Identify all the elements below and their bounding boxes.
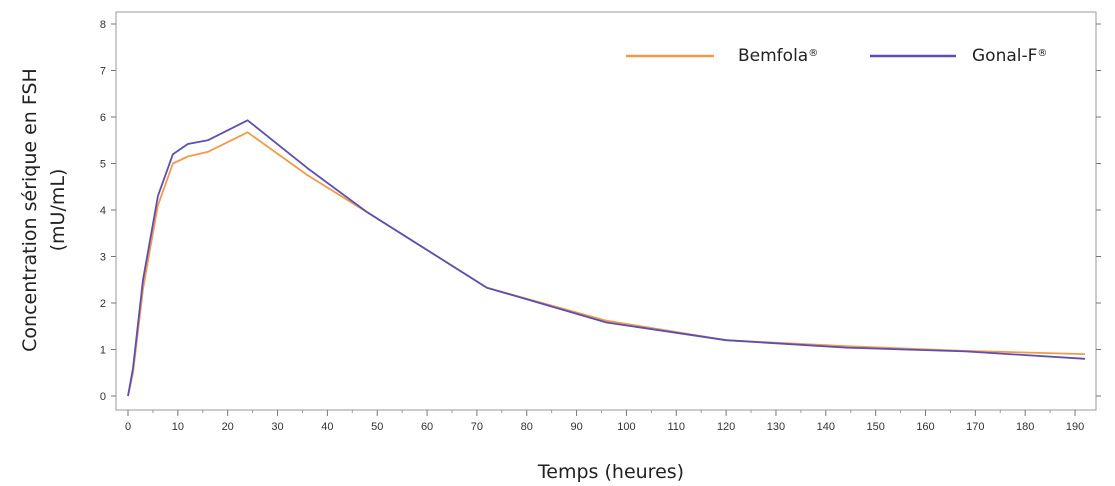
y-tick-label: 4 [100, 205, 106, 217]
y-tick-label: 2 [100, 298, 106, 310]
x-tick-label: 50 [371, 421, 383, 433]
y-axis-title-line1: Concentration sérique en FSH [19, 68, 41, 352]
series-line-gonal-f [127, 119, 1086, 397]
x-tick-label: 110 [668, 421, 686, 433]
y-axis-left: 0 1 2 3 4 5 6 7 8 [100, 19, 116, 403]
legend-label-gonal-f-mark: ® [1037, 48, 1047, 59]
x-tick-label: 90 [570, 421, 582, 433]
x-tick-label: 140 [817, 421, 835, 433]
series-line-bemfola [127, 131, 1086, 397]
x-tick-label: 20 [222, 421, 234, 433]
y-tick-label: 1 [100, 345, 106, 357]
y-tick-label: 3 [100, 252, 106, 264]
x-tick-label: 120 [717, 421, 735, 433]
x-tick-label: 30 [271, 421, 283, 433]
x-tick-label: 160 [916, 421, 934, 433]
x-tick-label: 180 [1016, 421, 1034, 433]
x-tick-label: 0 [125, 421, 131, 433]
x-tick-label: 130 [767, 421, 785, 433]
x-tick-label: 60 [421, 421, 433, 433]
y-axis-right [1096, 23, 1101, 397]
legend-label-gonal-f: Gonal-F® [972, 46, 1047, 66]
x-tick-label: 40 [321, 421, 333, 433]
x-tick-label: 70 [471, 421, 483, 433]
legend-label-bemfola: Bemfola® [738, 46, 818, 66]
plot-frame [115, 11, 1097, 411]
legend-label-bemfola-mark: ® [808, 48, 818, 59]
legend-label-bemfola-text: Bemfola [738, 46, 808, 66]
series-lines [127, 119, 1086, 397]
x-axis: 0 10 20 30 40 50 60 70 80 90 100 110 120 130 140 150 160… [125, 410, 1084, 433]
x-tick-label: 80 [521, 421, 533, 433]
x-tick-label: 150 [866, 421, 884, 433]
y-tick-label: 0 [100, 391, 106, 403]
y-tick-label: 6 [100, 112, 106, 124]
legend: Bemfola® Gonal-F® [626, 46, 1047, 66]
x-tick-label: 170 [966, 421, 984, 433]
x-tick-label: 100 [617, 421, 635, 433]
y-axis-title-line2: (mU/mL) [47, 169, 69, 252]
y-tick-label: 5 [100, 159, 106, 171]
x-axis-title: Temps (heures) [537, 461, 684, 483]
y-tick-label: 8 [100, 19, 106, 31]
x-tick-label: 190 [1066, 421, 1084, 433]
legend-label-gonal-f-text: Gonal-F [972, 46, 1037, 66]
y-tick-label: 7 [100, 66, 106, 78]
x-tick-label: 10 [172, 421, 184, 433]
